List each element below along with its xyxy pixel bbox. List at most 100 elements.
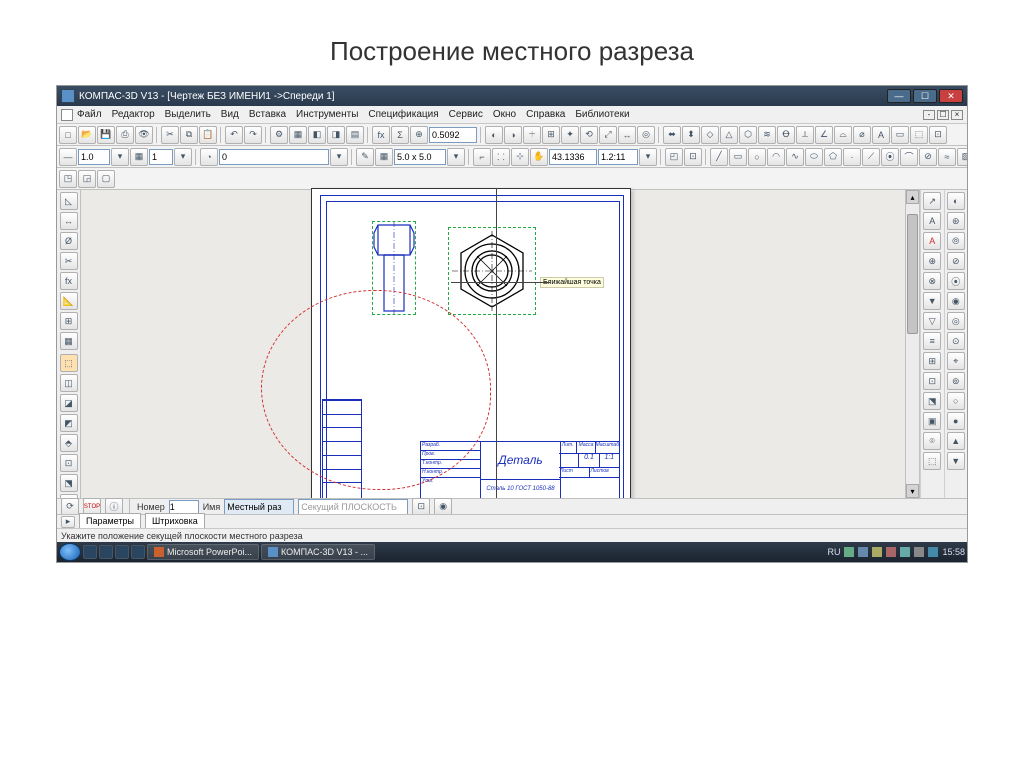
tool-icon[interactable]: ◉ xyxy=(947,292,965,310)
tool-icon[interactable]: 🞡 xyxy=(523,126,541,144)
tool-icon[interactable]: ⊙ xyxy=(947,332,965,350)
tool-icon[interactable]: ▦ xyxy=(289,126,307,144)
name-input[interactable]: Местный раз xyxy=(224,499,294,515)
point-icon[interactable]: · xyxy=(843,148,861,166)
tool-icon[interactable]: Ꝋ xyxy=(777,126,795,144)
tray-icon[interactable] xyxy=(886,547,896,557)
tool-icon[interactable]: ▣ xyxy=(923,412,941,430)
tool-icon[interactable]: ⊡ xyxy=(412,498,430,516)
menu-tools[interactable]: Инструменты xyxy=(296,109,358,120)
quicklaunch-icon[interactable] xyxy=(99,545,113,559)
linewidth-field[interactable]: 1.0 xyxy=(78,149,110,165)
dropdown-icon[interactable]: ▾ xyxy=(174,148,192,166)
tool-icon[interactable]: ⊞ xyxy=(923,352,941,370)
tool-icon[interactable]: ● xyxy=(947,412,965,430)
taskbar-item[interactable]: Microsoft PowerPoi... xyxy=(147,544,259,560)
tool-icon[interactable]: ∠ xyxy=(815,126,833,144)
start-button[interactable] xyxy=(59,543,81,561)
tool-icon[interactable]: ▢ xyxy=(97,170,115,188)
dropdown-icon[interactable]: ▾ xyxy=(111,148,129,166)
tool-icon[interactable]: ⌒ xyxy=(900,148,918,166)
menu-help[interactable]: Справка xyxy=(526,109,565,120)
tool-icon[interactable]: ▽ xyxy=(923,312,941,330)
dropdown-icon[interactable]: ▾ xyxy=(330,148,348,166)
tool-icon[interactable]: ⦿ xyxy=(881,148,899,166)
layer-field[interactable]: 1 xyxy=(149,149,173,165)
tool-icon[interactable]: ⤢ xyxy=(599,126,617,144)
tool-icon[interactable]: ⊡ xyxy=(60,454,78,472)
tool-icon[interactable]: ◐ xyxy=(947,192,965,210)
paste-icon[interactable]: 📋 xyxy=(199,126,217,144)
tool-icon[interactable]: ↗ xyxy=(923,192,941,210)
tool-icon[interactable]: ⬚ xyxy=(910,126,928,144)
tool-icon[interactable]: ▼ xyxy=(947,452,965,470)
tray-icon[interactable] xyxy=(900,547,910,557)
minimize-button[interactable]: — xyxy=(887,89,911,103)
tool-icon[interactable]: ⊘ xyxy=(919,148,937,166)
copy-icon[interactable]: ⧉ xyxy=(180,126,198,144)
tool-icon[interactable]: ▤ xyxy=(346,126,364,144)
tool-icon[interactable]: ⊚ xyxy=(947,372,965,390)
lang-indicator[interactable]: RU xyxy=(827,547,840,557)
tool-icon[interactable]: ◨ xyxy=(327,126,345,144)
tool-icon[interactable]: ⚙ xyxy=(270,126,288,144)
tool-icon[interactable]: ⬚ xyxy=(923,452,941,470)
polygon-icon[interactable]: ⬠ xyxy=(824,148,842,166)
symbol-icon[interactable]: Ø xyxy=(60,232,78,250)
scroll-thumb[interactable] xyxy=(907,214,918,334)
tray-icon[interactable] xyxy=(858,547,868,557)
snap-icon[interactable]: ⸬ xyxy=(492,148,510,166)
scrollbar-vertical[interactable]: ▴ ▾ xyxy=(905,190,919,498)
tool-icon[interactable]: ⊡ xyxy=(684,148,702,166)
menu-insert[interactable]: Вставка xyxy=(249,109,286,120)
number-input[interactable] xyxy=(169,500,199,514)
menu-spec[interactable]: Спецификация xyxy=(368,109,438,120)
linestyle-icon[interactable]: — xyxy=(59,148,77,166)
tool-icon[interactable]: ⊘ xyxy=(947,252,965,270)
tool-icon[interactable]: ◇ xyxy=(701,126,719,144)
tool-icon[interactable]: ≋ xyxy=(758,126,776,144)
ellipse-icon[interactable]: ⬭ xyxy=(805,148,823,166)
clock[interactable]: 15:58 xyxy=(942,547,965,557)
tool-icon[interactable]: ◉ xyxy=(434,498,452,516)
menu-service[interactable]: Сервис xyxy=(449,109,483,120)
dropdown-icon[interactable]: ▾ xyxy=(447,148,465,166)
tool-icon[interactable]: ◎ xyxy=(947,312,965,330)
tool-icon[interactable]: ⟲ xyxy=(580,126,598,144)
tool-icon[interactable]: ⊕ xyxy=(923,252,941,270)
tool-icon[interactable]: ◔ xyxy=(200,148,218,166)
tool-icon[interactable]: ▭ xyxy=(891,126,909,144)
scale-field[interactable]: 1.2:11 xyxy=(598,149,638,165)
param-icon[interactable]: fx xyxy=(60,272,78,290)
taskbar-item[interactable]: КОМПАС-3D V13 - ... xyxy=(261,544,375,560)
view-icon[interactable]: ⬚ xyxy=(60,354,78,372)
tool-icon[interactable]: ⊛ xyxy=(947,212,965,230)
tool-icon[interactable]: ▦ xyxy=(60,332,78,350)
menu-libs[interactable]: Библиотеки xyxy=(575,109,629,120)
tool-icon[interactable]: ✦ xyxy=(561,126,579,144)
menu-select[interactable]: Выделить xyxy=(165,109,211,120)
redo-icon[interactable]: ↷ xyxy=(244,126,262,144)
undo-icon[interactable]: ↶ xyxy=(225,126,243,144)
menu-window[interactable]: Окно xyxy=(493,109,516,120)
scroll-up-icon[interactable]: ▴ xyxy=(906,190,919,204)
tool-icon[interactable]: ⊕ xyxy=(410,126,428,144)
ortho-icon[interactable]: ⌐ xyxy=(473,148,491,166)
scroll-down-icon[interactable]: ▾ xyxy=(906,484,919,498)
hatch-icon[interactable]: ▨ xyxy=(957,148,967,166)
mdi-minimize-button[interactable]: - xyxy=(923,110,935,120)
close-button[interactable]: ✕ xyxy=(939,89,963,103)
tool-icon[interactable]: ≈ xyxy=(938,148,956,166)
layer-icon[interactable]: ▦ xyxy=(130,148,148,166)
menu-file[interactable]: Файл xyxy=(77,109,102,120)
tool-icon[interactable]: ◳ xyxy=(59,170,77,188)
menu-view[interactable]: Вид xyxy=(221,109,239,120)
tool-icon[interactable]: ◧ xyxy=(308,126,326,144)
dropdown-icon[interactable]: ▾ xyxy=(639,148,657,166)
tool-icon[interactable]: ≡ xyxy=(923,332,941,350)
tool-icon[interactable]: Σ xyxy=(391,126,409,144)
tool-icon[interactable]: ▼ xyxy=(923,292,941,310)
tool-icon[interactable]: ⬘ xyxy=(60,434,78,452)
view-icon[interactable]: ◫ xyxy=(60,374,78,392)
tool-icon[interactable]: ▲ xyxy=(947,432,965,450)
